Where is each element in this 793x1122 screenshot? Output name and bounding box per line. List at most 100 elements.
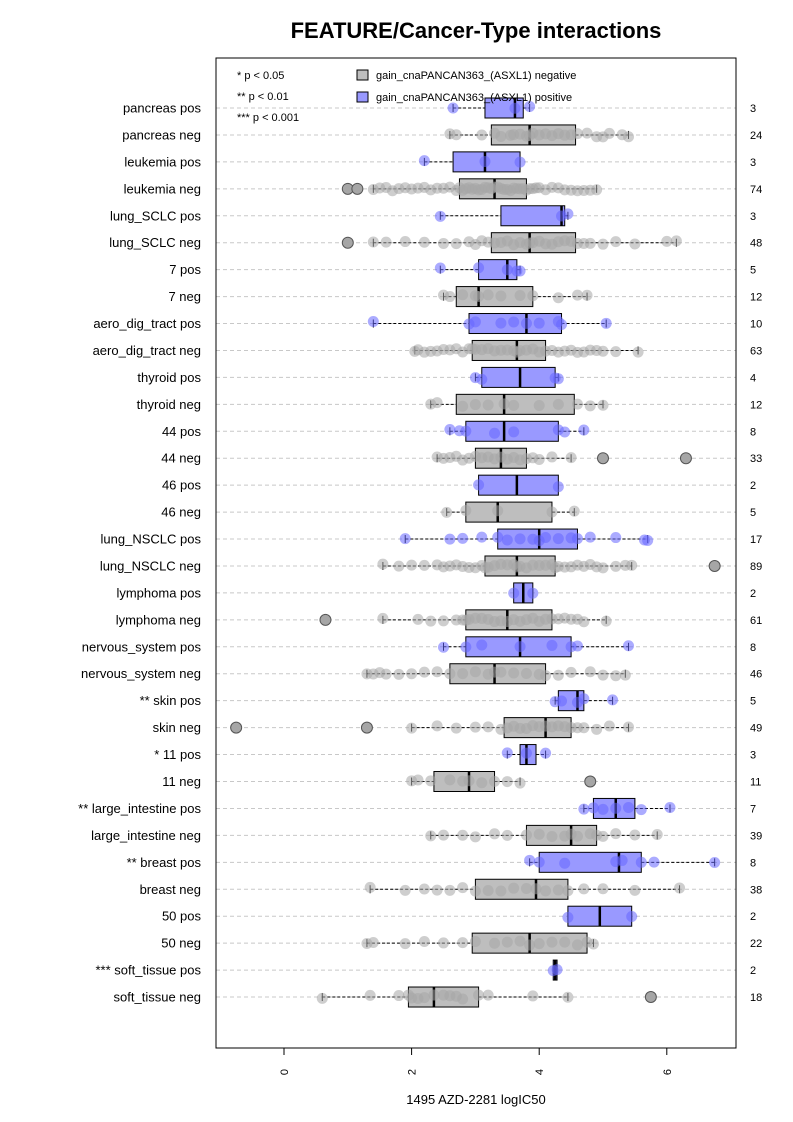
data-point <box>425 830 437 842</box>
data-point <box>533 828 545 840</box>
group-29-label: breast neg <box>140 882 201 897</box>
data-point <box>406 559 418 571</box>
data-point <box>438 641 449 653</box>
data-point <box>584 531 596 543</box>
group-31-count: 22 <box>750 938 762 950</box>
data-point <box>552 373 564 385</box>
data-point <box>623 640 635 652</box>
data-point <box>578 424 590 436</box>
data-point <box>520 317 532 329</box>
data-point <box>540 885 552 897</box>
data-point <box>552 533 564 545</box>
data-point <box>562 991 574 1003</box>
legend-series-label: gain_cnaPANCAN363_(ASXL1) negative <box>376 70 576 82</box>
data-point <box>418 155 430 167</box>
data-point <box>431 666 443 678</box>
group-4-box <box>500 205 566 227</box>
data-point <box>418 236 430 248</box>
data-point <box>514 533 526 545</box>
data-point <box>610 346 622 358</box>
data-point <box>635 856 647 868</box>
group-12-count: 8 <box>750 426 756 438</box>
group-27-label: large_intestine neg <box>91 828 201 843</box>
group-17-label: lung_NSCLC neg <box>100 558 201 573</box>
group-2-count: 3 <box>750 157 756 169</box>
data-point <box>393 560 405 572</box>
data-point <box>632 346 644 358</box>
group-25-count: 11 <box>750 777 761 789</box>
data-point <box>473 989 485 1001</box>
data-point <box>508 399 520 411</box>
group-32-count: 2 <box>750 965 756 977</box>
data-point <box>418 992 430 1004</box>
data-point <box>316 992 328 1004</box>
data-point <box>578 803 590 815</box>
data-point <box>514 777 526 789</box>
data-point <box>431 397 443 409</box>
x-tick-label: 0 <box>279 1069 291 1075</box>
data-point <box>597 238 609 250</box>
data-point <box>514 641 526 653</box>
data-point <box>457 532 469 544</box>
group-4-label: lung_SCLC pos <box>110 208 202 223</box>
outlier-point <box>584 775 597 788</box>
data-point <box>476 639 488 651</box>
data-point <box>457 289 469 301</box>
group-5-count: 48 <box>750 238 762 250</box>
data-point <box>425 615 437 627</box>
data-point <box>661 235 673 247</box>
group-16-label: lung_NSCLC pos <box>101 532 202 547</box>
data-point <box>610 670 622 682</box>
data-point <box>546 451 558 463</box>
data-point <box>482 884 494 896</box>
data-point <box>587 938 599 950</box>
group-13-count: 33 <box>750 453 762 465</box>
data-point <box>418 559 430 571</box>
group-31-label: 50 neg <box>161 936 201 951</box>
data-point <box>616 854 628 866</box>
data-point <box>533 856 545 868</box>
data-point <box>603 720 615 732</box>
data-point <box>533 454 545 466</box>
data-point <box>556 695 568 707</box>
data-point <box>607 694 619 706</box>
group-6-label: 7 pos <box>169 262 201 277</box>
data-point <box>364 881 376 893</box>
data-point <box>412 774 424 786</box>
data-point <box>492 505 504 517</box>
data-point <box>425 775 437 787</box>
data-point <box>482 989 494 1001</box>
data-point <box>559 857 571 869</box>
data-point <box>444 291 456 303</box>
outlier-point <box>230 721 243 734</box>
significance-legend-entry: *** p < 0.001 <box>237 112 299 124</box>
data-point <box>556 319 568 331</box>
data-point <box>508 316 520 328</box>
data-point <box>552 481 564 493</box>
data-point <box>551 964 563 976</box>
data-point <box>438 829 449 841</box>
group-24-count: 3 <box>750 750 756 762</box>
group-24-label: * 11 pos <box>154 747 201 762</box>
data-point <box>610 828 622 840</box>
data-point <box>571 640 583 652</box>
group-23-count: 49 <box>750 723 762 735</box>
data-point <box>597 830 609 842</box>
data-point <box>482 289 494 301</box>
data-point <box>674 882 686 894</box>
data-point <box>501 534 513 546</box>
significance-legend-entry: ** p < 0.01 <box>237 91 289 103</box>
group-7-count: 12 <box>750 292 762 304</box>
group-27-count: 39 <box>750 830 762 842</box>
group-8-label: aero_dig_tract pos <box>93 316 201 331</box>
data-point <box>670 235 682 247</box>
legend-swatch <box>356 91 369 103</box>
data-point <box>623 801 635 813</box>
data-point <box>597 562 609 574</box>
box-layer <box>321 97 716 1008</box>
data-point <box>501 936 513 948</box>
data-point <box>520 829 532 841</box>
data-point <box>565 452 577 464</box>
